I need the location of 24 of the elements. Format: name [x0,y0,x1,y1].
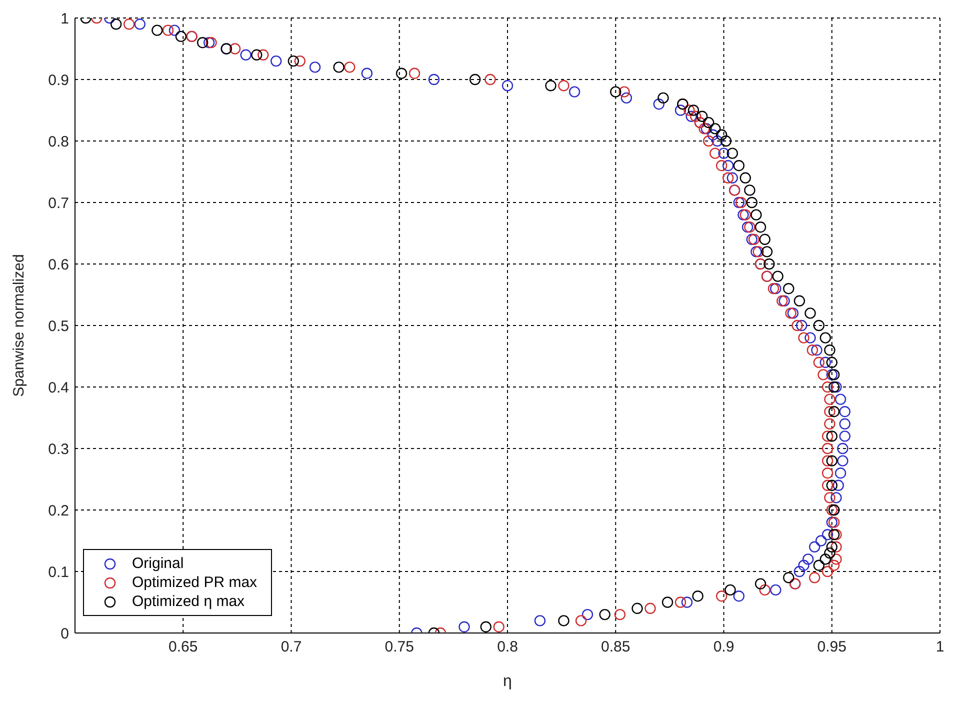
y-tick-label: 0 [60,625,69,642]
x-tick-label: 0.7 [280,638,302,656]
y-tick-label: 0.9 [48,72,69,89]
y-tick-label: 0.6 [48,256,69,274]
legend-label: Optimized PR max [132,573,258,592]
y-tick-label: 0.5 [48,318,69,335]
x-axis-title: η [503,673,512,690]
y-tick-label: 0.2 [48,502,69,520]
x-tick-label: 0.95 [817,638,846,656]
legend-label: Original [132,554,184,573]
y-tick-label: 0.3 [48,440,69,458]
x-tick-label: 0.85 [601,638,630,656]
y-tick-label: 0.7 [48,194,69,212]
y-tick-label: 0.8 [48,133,69,150]
y-tick-label: 0.4 [48,379,69,396]
legend-label: Optimized η max [132,592,245,611]
x-tick-label: 0.8 [497,638,518,656]
y-axis-title: Spanwise normalized [10,254,28,397]
x-tick-label: 0.65 [168,638,198,656]
x-tick-label: 1 [936,638,944,656]
x-tick-label: 0.75 [384,638,414,656]
y-tick-label: 1 [60,10,69,28]
x-tick-label: 0.9 [713,638,734,656]
y-tick-label: 0.1 [48,564,69,581]
